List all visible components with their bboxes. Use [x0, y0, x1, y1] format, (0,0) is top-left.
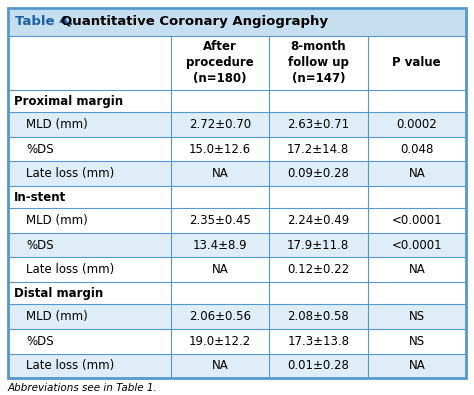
Text: 0.09±0.28: 0.09±0.28 — [287, 167, 349, 180]
Text: NA: NA — [211, 263, 228, 276]
Text: Quantitative Coronary Angiography: Quantitative Coronary Angiography — [61, 15, 328, 28]
Text: 2.63±0.71: 2.63±0.71 — [287, 118, 349, 131]
Text: NS: NS — [409, 335, 425, 348]
Text: Table 4.: Table 4. — [15, 15, 73, 28]
Text: %DS: %DS — [26, 335, 54, 348]
Text: 2.06±0.56: 2.06±0.56 — [189, 310, 251, 323]
Bar — [8, 137, 466, 162]
Text: 2.72±0.70: 2.72±0.70 — [189, 118, 251, 131]
Text: P value: P value — [392, 56, 441, 70]
Text: <0.0001: <0.0001 — [392, 214, 442, 227]
Text: NA: NA — [409, 167, 425, 180]
Text: 17.9±11.8: 17.9±11.8 — [287, 239, 349, 252]
Text: 15.0±12.6: 15.0±12.6 — [189, 143, 251, 156]
Bar — [8, 208, 466, 233]
Text: 2.08±0.58: 2.08±0.58 — [287, 310, 349, 323]
Bar — [8, 8, 466, 36]
Bar — [8, 304, 466, 329]
Text: %DS: %DS — [26, 239, 54, 252]
Bar — [8, 329, 466, 354]
Text: 2.35±0.45: 2.35±0.45 — [189, 214, 251, 227]
Text: Late loss (mm): Late loss (mm) — [26, 167, 114, 180]
Text: %DS: %DS — [26, 143, 54, 156]
Text: After
procedure
(n=180): After procedure (n=180) — [186, 40, 254, 85]
Text: 0.12±0.22: 0.12±0.22 — [287, 263, 349, 276]
Text: Abbreviations see in Table 1.: Abbreviations see in Table 1. — [8, 383, 158, 393]
Bar — [8, 112, 466, 137]
Text: 2.24±0.49: 2.24±0.49 — [287, 214, 349, 227]
Text: 17.3±13.8: 17.3±13.8 — [287, 335, 349, 348]
Text: In-stent: In-stent — [14, 190, 66, 203]
Text: 17.2±14.8: 17.2±14.8 — [287, 143, 349, 156]
Text: NS: NS — [409, 310, 425, 323]
Text: MLD (mm): MLD (mm) — [26, 310, 88, 323]
Bar — [8, 162, 466, 186]
Text: Distal margin: Distal margin — [14, 287, 103, 300]
Text: Late loss (mm): Late loss (mm) — [26, 359, 114, 372]
Text: NA: NA — [211, 167, 228, 180]
Bar — [8, 36, 466, 90]
Text: NA: NA — [409, 263, 425, 276]
Text: 8-month
follow up
(n=147): 8-month follow up (n=147) — [288, 40, 349, 85]
Text: Late loss (mm): Late loss (mm) — [26, 263, 114, 276]
Text: <0.0001: <0.0001 — [392, 239, 442, 252]
Text: 19.0±12.2: 19.0±12.2 — [189, 335, 251, 348]
Bar — [8, 354, 466, 378]
Bar — [8, 186, 466, 208]
Text: 0.01±0.28: 0.01±0.28 — [287, 359, 349, 372]
Bar — [8, 233, 466, 258]
Text: NA: NA — [211, 359, 228, 372]
Bar — [8, 90, 466, 112]
Text: Proximal margin: Proximal margin — [14, 94, 123, 107]
Text: MLD (mm): MLD (mm) — [26, 214, 88, 227]
Text: MLD (mm): MLD (mm) — [26, 118, 88, 131]
Text: NA: NA — [409, 359, 425, 372]
Bar — [8, 258, 466, 282]
Text: 0.0002: 0.0002 — [396, 118, 437, 131]
Text: 13.4±8.9: 13.4±8.9 — [192, 239, 247, 252]
Bar — [8, 282, 466, 304]
Text: 0.048: 0.048 — [400, 143, 433, 156]
